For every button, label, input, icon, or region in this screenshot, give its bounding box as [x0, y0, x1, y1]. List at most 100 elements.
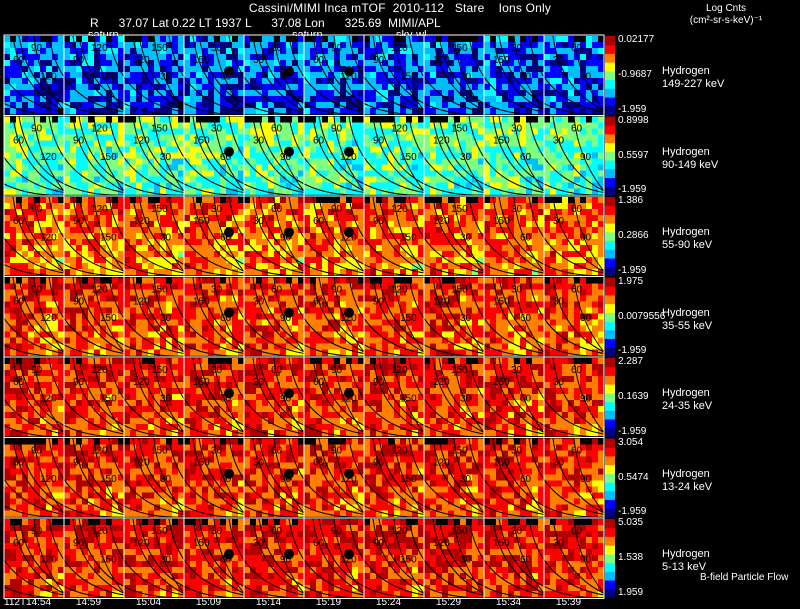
- colorbar-min-1: -1.959: [618, 184, 647, 195]
- contour-label: 60: [571, 365, 583, 376]
- panel-4-9: 30 60 90: [498, 357, 622, 438]
- contour-label: 60: [220, 474, 232, 485]
- time-tick-6: 15:24: [376, 597, 402, 608]
- panel-5-6: 90 120 150: [318, 437, 442, 518]
- panel-3-4: 30 60 90: [198, 276, 322, 357]
- contour-label: 150: [100, 554, 117, 565]
- contour-label: 60: [313, 377, 325, 388]
- contour-label: 60: [13, 136, 25, 147]
- contour-label: 150: [193, 216, 210, 227]
- contour-label: 150: [493, 55, 510, 66]
- contour-label: 150: [100, 152, 117, 163]
- species-label-4: Hydrogen: [662, 387, 710, 399]
- contour-label: 120: [133, 538, 150, 549]
- contour-label: 150: [493, 216, 510, 227]
- contour-label: 30: [160, 393, 172, 404]
- colorbar-title-line1: Log Cnts: [705, 3, 747, 14]
- contour-label: 60: [571, 446, 583, 457]
- contour-label: 30: [211, 526, 223, 537]
- orbit-parameters: R 37.07 Lat 0.22 LT 1937 L 37.08 Lon 325…: [90, 16, 441, 30]
- contour-label: 120: [340, 232, 357, 243]
- contour-label: 60: [313, 136, 325, 147]
- contour-label: 120: [133, 216, 150, 227]
- contour-label: 150: [400, 71, 417, 82]
- panel-6-5: 60 90 120: [258, 518, 382, 599]
- contour-label: 150: [193, 538, 210, 549]
- contour-label: 90: [73, 55, 85, 66]
- panel-6-6: 90 120 150: [318, 518, 442, 599]
- contour-label: 60: [271, 43, 283, 54]
- colorbar-6: [605, 519, 615, 598]
- contour-label: 90: [280, 71, 292, 82]
- contour-label: 30: [553, 538, 565, 549]
- panel-1-4: 30 60 90: [198, 115, 322, 196]
- contour-label: 60: [13, 538, 25, 549]
- contour-label: 150: [193, 136, 210, 147]
- contour-label: 120: [391, 446, 408, 457]
- contour-label: 90: [280, 152, 292, 163]
- panel-6-1: 90 120 150: [18, 518, 142, 599]
- contour-label: 150: [151, 365, 168, 376]
- contour-label: 150: [451, 526, 468, 537]
- contour-label: 90: [580, 554, 592, 565]
- contour-label: 120: [340, 71, 357, 82]
- time-tick-2: 15:04: [136, 597, 162, 608]
- contour-label: 150: [151, 124, 168, 135]
- contour-label: 90: [580, 474, 592, 485]
- colorbar-max-3: 1.975: [618, 275, 644, 287]
- panel-2-1: 90 120 150: [18, 196, 142, 277]
- colorbar-5: [605, 438, 615, 518]
- contour-label: 120: [340, 554, 357, 565]
- panel-2-9: 30 60 90: [498, 196, 622, 277]
- contour-label: 90: [280, 393, 292, 404]
- contour-label: 150: [400, 313, 417, 324]
- panel-3-9: 30 60 90: [498, 276, 622, 357]
- panel-3-6: 90 120 150: [318, 276, 442, 357]
- colorbar-min-4: -1.959: [618, 425, 647, 437]
- contour-label: 120: [91, 124, 108, 135]
- row-4: 6090120901201501201503015030603060906090…: [0, 356, 622, 438]
- contour-label: 30: [460, 71, 472, 82]
- colorbar-max-2: 1.386: [618, 195, 644, 206]
- contour-label: 120: [391, 204, 408, 215]
- contour-label: 30: [460, 554, 472, 565]
- contour-label: 120: [133, 458, 150, 469]
- contour-label: 120: [433, 458, 450, 469]
- contour-label: 90: [373, 136, 385, 147]
- colorbar-max-1: 0.8998: [618, 114, 649, 126]
- contour-label: 90: [31, 526, 43, 537]
- time-tick-4: 15:14: [256, 597, 282, 608]
- contour-label: 150: [451, 43, 468, 54]
- contour-label: 30: [553, 136, 565, 147]
- species-label-5: Hydrogen: [662, 467, 710, 480]
- time-tick-0: 112T14:54: [4, 597, 52, 608]
- colorbar-max-6: 5.035: [618, 517, 644, 528]
- contour-label: 120: [40, 152, 57, 163]
- contour-label: 60: [220, 393, 232, 404]
- contour-label: 90: [331, 124, 343, 135]
- contour-label: 120: [340, 152, 357, 163]
- contour-label: 120: [433, 136, 450, 147]
- contour-label: 30: [553, 377, 565, 388]
- contour-label: 90: [373, 297, 385, 308]
- contour-label: 60: [520, 554, 532, 565]
- panel-4-6: 90 120 150: [318, 357, 442, 438]
- panel-0-6: 90 120 150: [318, 35, 442, 116]
- row-1: 6090120901201501201503015030603060906090…: [0, 115, 622, 197]
- contour-label: 60: [271, 526, 283, 537]
- time-tick-7: 15:29: [436, 597, 462, 608]
- contour-label: 60: [220, 232, 232, 243]
- panel-1-9: 30 60 90: [498, 115, 622, 196]
- contour-label: 60: [520, 474, 532, 485]
- contour-label: 30: [553, 55, 565, 66]
- contour-label: 150: [400, 393, 417, 404]
- contour-label: 30: [553, 458, 565, 469]
- contour-label: 30: [211, 43, 223, 54]
- contour-label: 90: [331, 43, 343, 54]
